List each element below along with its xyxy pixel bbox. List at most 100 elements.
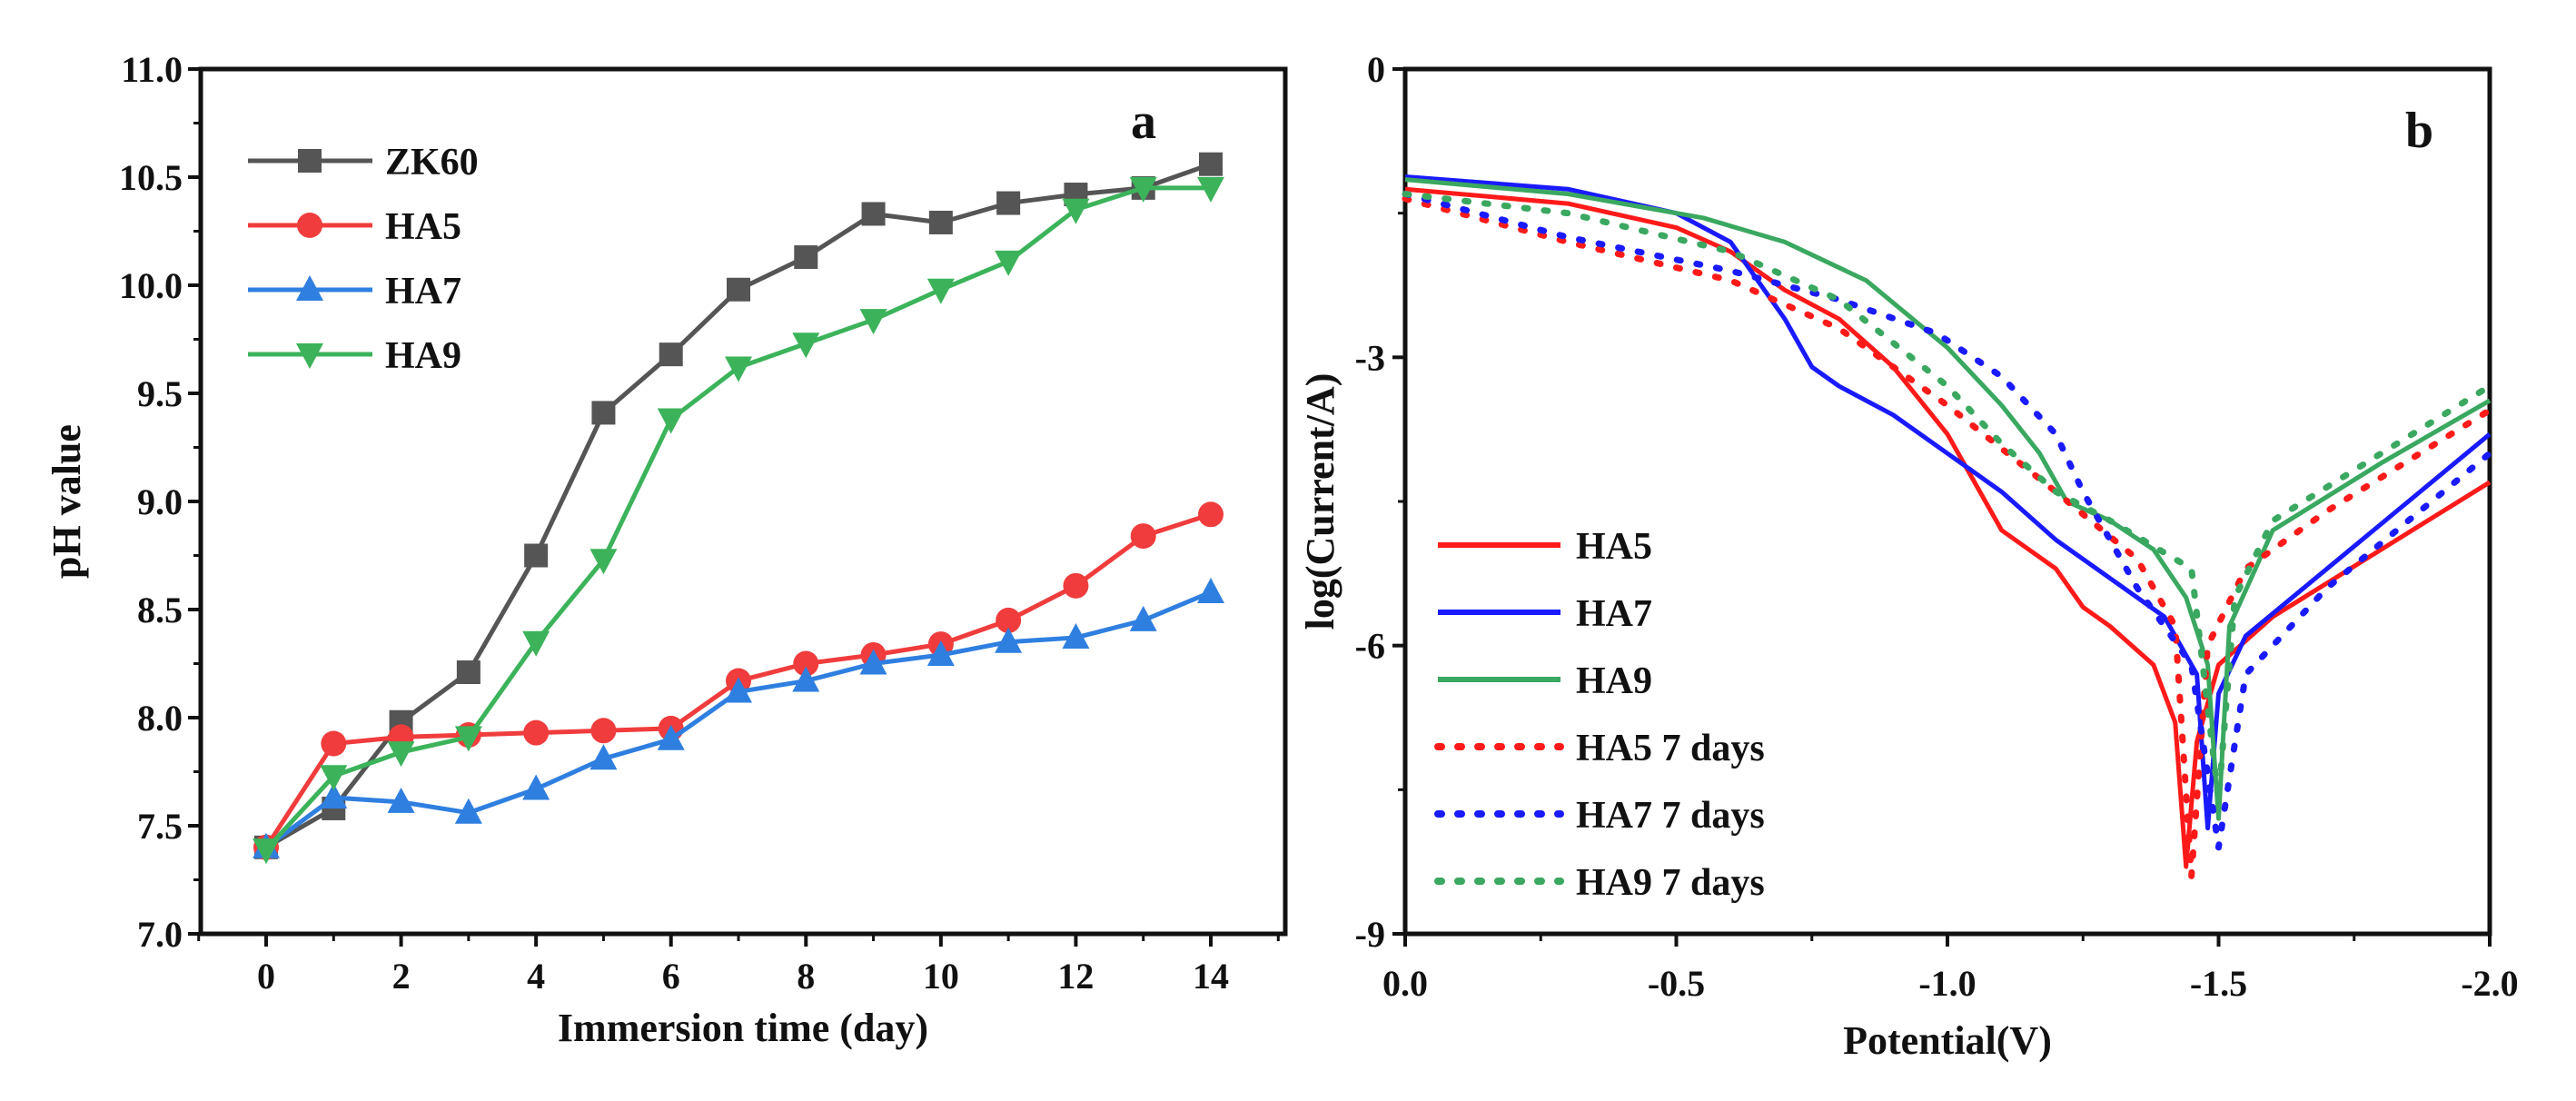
chart-a-frame	[198, 66, 1288, 937]
chart-b-legend: HA5 HA7 HA9 HA5 7 days HA7 7 days HA9 7 days	[1434, 526, 1765, 904]
data-point	[522, 774, 550, 800]
legend-marker	[297, 213, 322, 238]
series-ha5-7-days	[1402, 195, 2493, 880]
y-tick-label: 9.0	[137, 481, 183, 522]
legend-item: HA5	[248, 206, 461, 248]
data-point	[727, 277, 750, 302]
y-tick-label: 7.0	[137, 914, 183, 955]
data-point	[1129, 605, 1157, 631]
data-point	[659, 342, 683, 367]
legend-item: HA7	[248, 271, 461, 312]
legend-item: HA9	[1438, 660, 1652, 702]
y-tick-label: 8.0	[137, 698, 183, 739]
data-point	[321, 730, 347, 757]
chart-a-panel-label: a	[1131, 94, 1156, 150]
data-point	[320, 783, 348, 809]
legend-label: HA9 7 days	[1576, 862, 1765, 904]
data-point	[792, 332, 820, 359]
x-tick-label: 0.0	[1382, 963, 1428, 1004]
data-point	[524, 543, 549, 568]
data-point	[454, 726, 482, 752]
data-point	[387, 741, 415, 768]
y-tick-label: 10.5	[119, 157, 183, 198]
series-ha7	[253, 577, 1224, 858]
x-tick-label: 2	[392, 956, 411, 997]
data-point	[725, 677, 752, 703]
data-point	[1129, 176, 1157, 203]
data-point	[590, 744, 618, 770]
x-tick-label: 14	[1193, 956, 1229, 997]
data-point	[995, 250, 1023, 276]
chart-b-panel-label: b	[2405, 103, 2433, 159]
legend-item: HA9 7 days	[1434, 862, 1765, 904]
legend-label: HA7	[385, 271, 461, 312]
x-tick-label: 10	[923, 956, 959, 997]
data-point	[859, 649, 887, 675]
legend-label: HA5	[385, 206, 461, 248]
x-tick-label: -0.5	[1648, 963, 1705, 1004]
data-point	[859, 309, 887, 335]
chart-a-ph-value: 7.0 7.5 8.0 8.5 9.0 9.5 10.0 10.5 11.0 0 2 4 6 8 10 12 1…	[45, 49, 1288, 1050]
chart-b-x-axis-title: Potential(V)	[1843, 1018, 2052, 1063]
x-tick-label: 6	[662, 956, 680, 997]
data-point	[926, 278, 955, 304]
data-point	[1130, 523, 1156, 550]
data-point	[792, 666, 820, 692]
x-tick-label: -2.0	[2461, 963, 2518, 1004]
chart-b-frame	[1402, 66, 2492, 937]
x-tick-label: 8	[797, 956, 815, 997]
y-tick-label: 10.0	[119, 265, 183, 306]
data-point	[522, 630, 550, 657]
data-point	[590, 718, 617, 744]
data-point	[591, 401, 616, 425]
legend-label: HA5	[1576, 526, 1652, 568]
data-point	[590, 549, 618, 575]
data-point	[657, 408, 685, 434]
y-tick-label: 0	[1367, 49, 1385, 90]
x-tick-label: 12	[1057, 956, 1094, 997]
data-point	[253, 838, 280, 865]
legend-item: HA7 7 days	[1434, 795, 1765, 837]
series-ha7-7-days	[1402, 191, 2493, 851]
series-ha7	[1404, 174, 2492, 831]
chart-b-y-axis-title: log(Current/A)	[1298, 373, 1342, 630]
data-point	[928, 210, 953, 234]
y-tick-label: -9	[1355, 914, 1385, 955]
y-tick-label: 7.5	[137, 806, 183, 847]
x-tick-label: 4	[527, 956, 545, 997]
x-tick-label: -1.0	[1918, 963, 1976, 1004]
data-point	[794, 245, 818, 270]
data-point	[1198, 501, 1224, 528]
x-tick-label: 0	[257, 956, 275, 997]
data-point	[995, 627, 1023, 653]
legend-marker	[296, 343, 323, 369]
chart-b-polarization: -9 -6 -3 0 0.0 -0.5 -1.0 -1.5 -2.0 b Potential(V…	[1298, 49, 2519, 1063]
data-point	[320, 765, 348, 791]
data-point	[1197, 577, 1224, 603]
y-tick-label: 11.0	[121, 49, 183, 90]
legend-item: HA9	[248, 335, 461, 377]
chart-a-legend: ZK60 HA5 HA7 HA9	[248, 142, 479, 377]
legend-label: HA9	[1576, 660, 1652, 702]
series-ha5	[1404, 186, 2492, 869]
series-ha9	[253, 176, 1224, 865]
data-point	[996, 191, 1021, 215]
data-point	[387, 787, 415, 813]
series-ha9-7-days	[1402, 191, 2493, 803]
data-point	[793, 650, 819, 677]
data-point	[1197, 176, 1224, 203]
data-point	[926, 640, 955, 666]
chart-a-x-axis-title: Immersion time (day)	[558, 1006, 928, 1050]
chart-a-plot-area: 7.0 7.5 8.0 8.5 9.0 9.5 10.0 10.5 11.0 0 2 4 6 8 10 12 1…	[119, 49, 1288, 997]
legend-marker	[296, 275, 323, 301]
y-tick-label: -6	[1355, 626, 1385, 667]
legend-marker	[298, 149, 322, 173]
data-point	[1062, 198, 1090, 224]
data-point	[1063, 572, 1089, 599]
legend-label: HA5 7 days	[1576, 728, 1765, 769]
y-tick-label: 9.5	[137, 373, 183, 414]
y-tick-label: 8.5	[137, 590, 183, 630]
y-tick-label: -3	[1355, 337, 1385, 378]
data-point	[657, 724, 685, 750]
